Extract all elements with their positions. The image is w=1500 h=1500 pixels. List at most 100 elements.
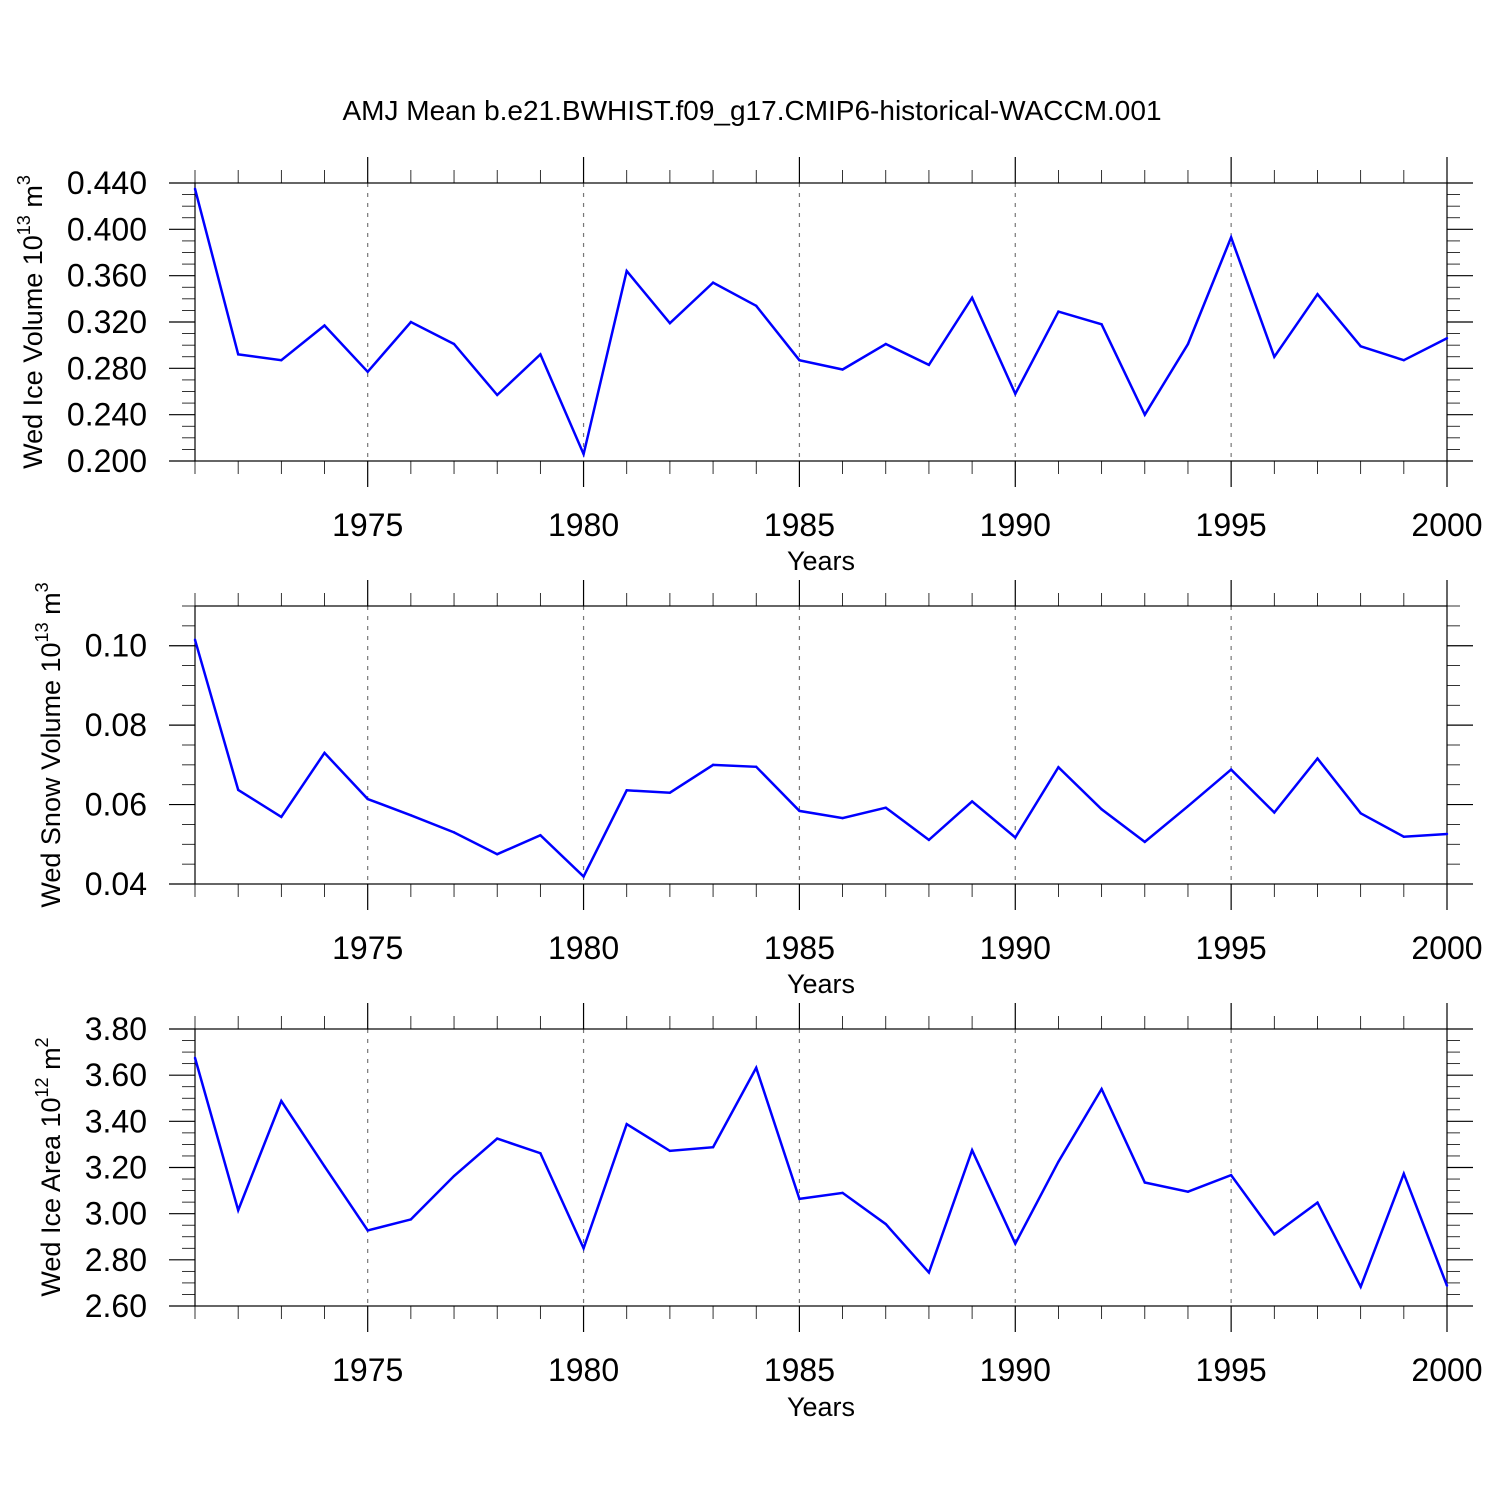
data-point: [236, 788, 240, 792]
series-line-ice-volume: [193, 188, 1448, 459]
data-point: [970, 1148, 974, 1152]
plot-frame: [194, 605, 1448, 885]
data-point: [927, 1271, 931, 1274]
data-point: [366, 1229, 369, 1232]
data-point: [668, 1149, 672, 1153]
y-tick-label: 0.10: [85, 628, 147, 664]
data-point: [884, 1222, 887, 1226]
y-tick-label: 2.80: [85, 1242, 147, 1278]
data-point: [927, 838, 931, 842]
data-point: [1100, 323, 1103, 326]
data-point: [236, 353, 240, 356]
y-axis-label: Wed Snow Volume 1013 m3: [32, 582, 66, 907]
data-point: [711, 763, 715, 767]
y-label-exponent: 13: [32, 622, 52, 642]
x-axis-label: Years: [787, 1392, 855, 1422]
data-point: [193, 187, 197, 190]
y-label-unit-exponent: 2: [32, 1037, 52, 1047]
x-tick-label: 2000: [1411, 507, 1482, 543]
data-point: [409, 1218, 413, 1221]
data-point: [884, 806, 887, 809]
panel-ice-volume: 1975 1980 1985 1990 1995 2000 0.200 0.240 0.280 0…: [14, 157, 1483, 576]
x-tick-label: 1990: [980, 930, 1051, 966]
y-tick-label: 3.00: [85, 1196, 147, 1232]
y-tick-label: 0.440: [67, 165, 147, 201]
y-label-unit: m: [36, 592, 66, 622]
data-point: [1186, 804, 1190, 808]
data-point: [1445, 1284, 1449, 1287]
y-label-text: Wed Snow Volume 10: [36, 642, 66, 907]
data-point: [668, 791, 672, 794]
data-point: [1186, 1190, 1190, 1193]
data-point: [1359, 812, 1362, 815]
y-label-exponent: 12: [32, 1077, 52, 1097]
data-point: [1402, 835, 1406, 838]
data-point: [1229, 1173, 1233, 1177]
data-point: [280, 815, 283, 819]
data-point: [1402, 359, 1406, 362]
y-tick-label: 0.04: [85, 866, 147, 902]
data-point: [1445, 337, 1449, 340]
data-point: [452, 831, 456, 834]
x-tick-label: 1980: [548, 930, 619, 966]
data-point: [1273, 811, 1276, 814]
data-point: [927, 363, 931, 367]
y-tick-label: 0.280: [67, 350, 147, 386]
y-axis-label: Wed Ice Area 1012 m2: [32, 1037, 66, 1296]
data-point: [1229, 236, 1233, 239]
y-tick-label: 0.240: [67, 397, 147, 433]
data-point: [193, 638, 197, 641]
data-point: [1359, 1285, 1362, 1289]
x-tick-label: 1985: [764, 507, 835, 543]
panel-ice-area: 1975 1980 1985 1990 1995 2000 2.60 2.80 3.00 3.20…: [32, 1003, 1483, 1422]
data-point: [409, 814, 413, 817]
data-point: [1100, 808, 1103, 811]
data-point: [1014, 392, 1017, 396]
x-tick-label: 1975: [332, 507, 403, 543]
data-point: [625, 789, 628, 792]
y-tick-label: 0.360: [67, 258, 147, 294]
y-label-text: Wed Ice Volume 10: [18, 235, 48, 469]
data-point: [280, 1099, 283, 1103]
data-point: [970, 800, 974, 803]
data-point: [1100, 1087, 1103, 1091]
data-point: [711, 1145, 715, 1149]
x-tick-label: 2000: [1411, 930, 1482, 966]
data-point: [1316, 757, 1319, 760]
data-point: [1143, 1181, 1146, 1184]
data-point: [798, 359, 801, 362]
y-label-unit-exponent: 3: [32, 582, 52, 592]
y-tick-label: 0.320: [67, 304, 147, 340]
data-point: [323, 1165, 326, 1168]
data-point: [539, 833, 542, 837]
data-point: [884, 342, 887, 346]
data-point: [496, 853, 499, 856]
data-point: [798, 1197, 801, 1201]
data-point: [1057, 1160, 1060, 1163]
y-axis-label: Wed Ice Volume 1013 m3: [14, 175, 48, 469]
data-point: [452, 342, 456, 346]
data-point: [841, 1191, 844, 1195]
data-point: [1273, 355, 1276, 358]
y-label-unit: m: [36, 1047, 66, 1077]
y-tick-label: 3.20: [85, 1150, 147, 1186]
data-point: [539, 353, 542, 356]
x-tick-label: 1985: [764, 1352, 835, 1388]
data-point: [280, 359, 283, 362]
data-point: [582, 452, 585, 456]
data-point: [1445, 832, 1449, 836]
x-tick-label: 1980: [548, 1352, 619, 1388]
y-label-unit: m: [18, 185, 48, 215]
data-point: [841, 816, 844, 820]
data-point: [539, 1151, 542, 1155]
plot-frame: [194, 1028, 1448, 1307]
data-point: [366, 370, 369, 374]
data-point: [1143, 413, 1146, 416]
y-tick-label: 3.80: [85, 1011, 147, 1047]
y-label-unit-exponent: 3: [14, 175, 34, 185]
x-tick-label: 1985: [764, 930, 835, 966]
data-point: [1143, 840, 1146, 844]
data-point: [1316, 293, 1319, 296]
data-point: [625, 1122, 628, 1126]
